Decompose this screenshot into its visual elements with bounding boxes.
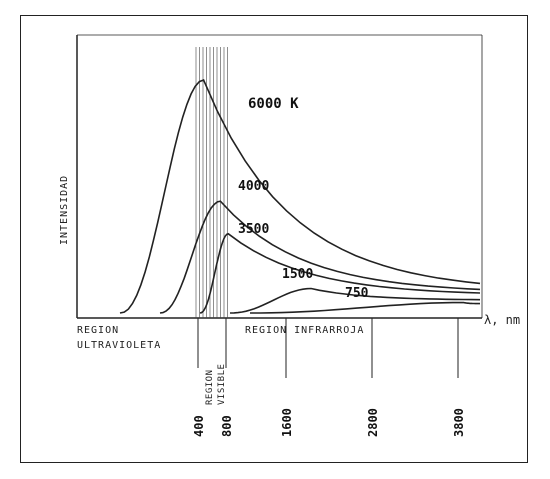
visible-region-band — [195, 47, 228, 318]
series-line-2 — [199, 232, 481, 314]
x-tick-label: 1600 — [280, 408, 294, 437]
curves — [119, 78, 481, 314]
series-line-0 — [119, 78, 481, 314]
figure-frame — [20, 15, 528, 463]
series-label-3: 1500 — [282, 267, 313, 282]
series-line-4 — [250, 301, 480, 314]
visible-region-label-1: REGION — [205, 369, 215, 405]
x-ticks: 400 800 1600 2800 3800 — [192, 318, 466, 437]
series-label-4: 750 — [345, 286, 369, 301]
series-line-1 — [159, 200, 481, 314]
series-line-3 — [229, 287, 481, 314]
x-tick-label: 3800 — [452, 408, 466, 437]
series-label-1: 4000 — [238, 179, 269, 194]
x-tick-label: 2800 — [366, 408, 380, 437]
series-labels: 6000 K 4000 3500 1500 750 — [238, 96, 369, 301]
series-label-0: 6000 K — [248, 96, 299, 112]
ir-region-label: REGION INFRARROJA — [245, 325, 364, 336]
x-tick-label: 800 — [220, 415, 234, 437]
x-axis-label: λ, nm — [484, 313, 520, 327]
uv-region-label-2: ULTRAVIOLETA — [77, 340, 161, 351]
visible-region-label-2: VISIBLE — [217, 364, 227, 405]
y-axis-label: INTENSIDAD — [59, 175, 70, 245]
series-label-2: 3500 — [238, 222, 269, 237]
uv-region-label-1: REGION — [77, 325, 119, 336]
x-tick-label: 400 — [192, 415, 206, 437]
